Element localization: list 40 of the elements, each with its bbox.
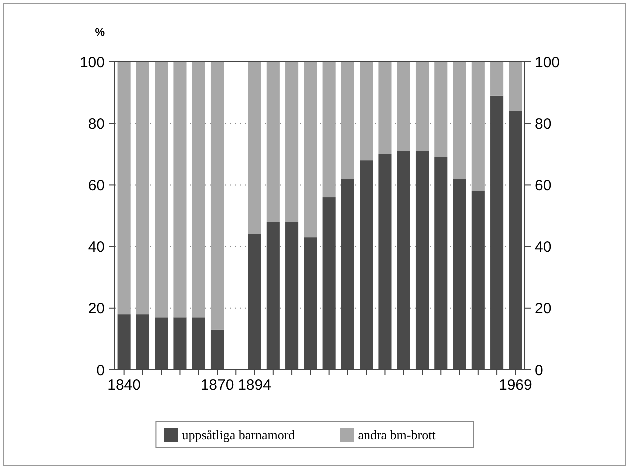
y2-tick-label: 20 [535, 300, 552, 318]
x-tick-label: 1870 [200, 377, 234, 394]
y-axis-title: % [95, 27, 106, 39]
y-tick-label: 0 [96, 362, 105, 380]
y2-tick-label: 0 [535, 362, 544, 380]
bar [155, 62, 168, 318]
bar [304, 62, 318, 238]
y-tick-label: 100 [80, 54, 105, 72]
x-tick-label: 1840 [108, 377, 142, 394]
y2-tick-label: 40 [535, 239, 552, 256]
bar [472, 62, 485, 192]
bar [286, 62, 299, 222]
bar [192, 62, 206, 318]
y-tick-label: 20 [88, 300, 105, 318]
x-tick-label: 1969 [498, 377, 532, 394]
bar [378, 62, 392, 154]
bar [416, 62, 430, 152]
legend-label: uppsåtliga barnamord [182, 428, 296, 443]
y-tick-label: 60 [88, 177, 105, 194]
bar [509, 62, 522, 112]
y2-tick-label: 60 [535, 177, 552, 194]
bar [118, 62, 131, 315]
bar [248, 62, 262, 234]
bar [490, 62, 504, 96]
bar [322, 62, 336, 198]
bar [453, 62, 466, 180]
bar [434, 62, 448, 158]
bar [266, 62, 280, 222]
y-tick-label: 80 [88, 116, 105, 133]
y2-tick-label: 80 [535, 116, 552, 133]
bar [174, 62, 187, 318]
bar [360, 62, 374, 161]
x-tick-label: 1894 [238, 377, 272, 394]
y-tick-label: 40 [88, 239, 105, 256]
y2-tick-label: 100 [535, 54, 560, 72]
bar [210, 62, 224, 330]
legend-label: andra bm-brott [358, 428, 436, 443]
bar [136, 62, 150, 315]
bar [397, 62, 410, 152]
bar [341, 62, 354, 180]
